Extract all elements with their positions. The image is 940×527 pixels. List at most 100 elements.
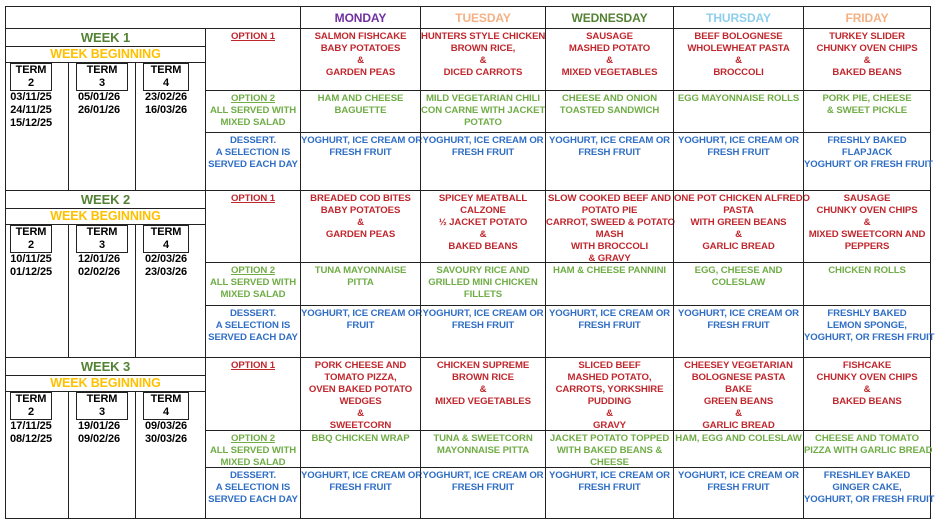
text-line: CON CARNE WITH JACKET bbox=[421, 105, 546, 116]
day-header-monday: MONDAY bbox=[300, 6, 421, 29]
text-line: 3 bbox=[98, 239, 106, 251]
text-line: HAM AND CHEESE bbox=[317, 93, 404, 104]
text-line: FRESHLY BAKED bbox=[827, 135, 907, 146]
text-line: ONE POT CHICKEN ALFREDO bbox=[674, 193, 810, 204]
text-line: TERM bbox=[86, 226, 118, 238]
text-line: 10/11/25 bbox=[10, 253, 52, 265]
text-line: 03/11/25 bbox=[10, 91, 52, 103]
text-line: GRILLED MINI CHICKEN bbox=[428, 277, 538, 288]
text-line: BABY POTATOES bbox=[320, 43, 401, 54]
text-line: YOGHURT, ICE CREAM OR bbox=[422, 308, 544, 319]
text-line: BAGUETTE bbox=[334, 105, 387, 116]
day-header-wednesday: WEDNESDAY bbox=[545, 6, 674, 29]
option2-dish: MILD VEGETARIAN CHILI CON CARNE WITH JACK… bbox=[420, 90, 546, 133]
text-line: DICED CARROTS bbox=[443, 67, 523, 78]
option2-dish: CHICKEN ROLLS bbox=[803, 262, 931, 306]
term-dates: 05/01/26 26/01/26 bbox=[69, 91, 129, 117]
dessert-dish: YOGHURT, ICE CREAM OR FRESH FRUIT bbox=[545, 132, 674, 191]
term-dates: 23/02/26 16/03/26 bbox=[136, 91, 196, 117]
option2-heading: OPTION 2 bbox=[231, 433, 275, 444]
text-line: FRESH FRUIT bbox=[578, 482, 641, 493]
text-line: EGG, CHEESE AND bbox=[694, 265, 783, 276]
text-line: GREEN BEANS bbox=[703, 396, 774, 407]
text-line: JACKET POTATO TOPPED bbox=[549, 433, 670, 444]
text-line: FRESH FRUIT bbox=[451, 482, 515, 493]
text-line: CHEESE AND TOMATO bbox=[814, 433, 920, 444]
text-line: MILD VEGETARIAN CHILI bbox=[426, 93, 540, 104]
text-line: TERM bbox=[15, 64, 47, 76]
text-line: MIXED SALAD bbox=[220, 117, 286, 128]
term-column: TERM 2 10/11/25 01/12/25 bbox=[5, 224, 69, 358]
dessert-dish: YOGHURT, ICE CREAM OR FRESH FRUIT bbox=[300, 467, 422, 519]
text-line: & bbox=[479, 229, 487, 240]
text-line: 4 bbox=[162, 406, 170, 418]
text-line: TERM bbox=[150, 64, 182, 76]
text-line: & bbox=[735, 55, 742, 66]
text-line: FRUIT bbox=[346, 320, 375, 331]
text-line: YOGHURT, ICE CREAM OR bbox=[548, 470, 671, 481]
text-line: 24/11/25 bbox=[10, 104, 52, 116]
text-line: YOGHURT, ICE CREAM OR bbox=[548, 308, 671, 319]
text-line: SERVED EACH DAY bbox=[208, 494, 298, 505]
text-line: PORK CHEESE AND bbox=[314, 360, 407, 371]
text-line: 4 bbox=[162, 239, 170, 251]
text-line: 05/01/26 bbox=[77, 91, 121, 103]
text-line: COLESLAW bbox=[711, 277, 766, 288]
text-line: GARDEN PEAS bbox=[325, 229, 396, 240]
text-line: FRESH FRUIT bbox=[707, 482, 770, 493]
text-line: YOGHURT, ICE CREAM OR bbox=[677, 308, 800, 319]
option2-dish: BBQ CHICKEN WRAP bbox=[300, 430, 421, 468]
text-line: & bbox=[863, 55, 871, 66]
text-line: FILLETS bbox=[463, 289, 503, 300]
text-line: YOGHURT, OR FRESH FRUIT bbox=[804, 332, 935, 343]
text-line: CARROTS, YORKSHIRE bbox=[555, 384, 664, 395]
option1-heading: OPTION 1 bbox=[231, 31, 275, 42]
term-box: TERM 4 bbox=[143, 392, 189, 420]
option1-heading: OPTION 1 bbox=[231, 360, 275, 371]
text-line: TERM bbox=[15, 393, 47, 405]
text-line: SERVED EACH DAY bbox=[208, 159, 298, 170]
text-line: YOGHURT, ICE CREAM OR bbox=[301, 308, 423, 319]
text-line: YOGHURT, OR FRESH FRUIT bbox=[804, 494, 935, 505]
text-line: & bbox=[479, 384, 487, 395]
text-line: YOGHURT, ICE CREAM OR bbox=[677, 470, 800, 481]
text-line: PORK PIE, CHEESE bbox=[822, 93, 912, 104]
text-line: WITH GREEN BEANS bbox=[690, 217, 787, 228]
dessert-dish: FRESHLY BAKED FLAPJACK YOGHURT OR FRESH FR… bbox=[803, 132, 933, 191]
term-box: TERM 3 bbox=[76, 225, 128, 253]
text-line: 02/02/26 bbox=[77, 266, 121, 278]
dessert-dish: YOGHURT, ICE CREAM OR FRESH FRUIT bbox=[673, 305, 804, 358]
text-line: CHUNKY OVEN CHIPS bbox=[816, 43, 918, 54]
text-line: 3 bbox=[98, 406, 106, 418]
text-line: MIXED SWEETCORN AND bbox=[808, 229, 926, 240]
text-line: 08/12/25 bbox=[9, 433, 53, 445]
option1-dish: SALMON FISHCAKE BABY POTATOES & GARDEN PEAS bbox=[300, 28, 421, 91]
text-line: & bbox=[357, 408, 364, 419]
text-line: A SELECTION IS bbox=[215, 147, 291, 158]
term-box: TERM 4 bbox=[143, 63, 189, 91]
text-line: MIXED SALAD bbox=[220, 457, 286, 468]
text-line: & bbox=[606, 55, 613, 66]
dessert-label: DESSERT. A SELECTION IS SERVED EACH DAY bbox=[205, 467, 301, 519]
text-line: FRESHLEY BAKED bbox=[823, 470, 911, 481]
term-box: TERM 2 bbox=[10, 63, 52, 91]
text-line: BABY POTATOES bbox=[320, 205, 401, 216]
term-dates: 19/01/26 09/02/26 bbox=[69, 420, 129, 446]
text-line: WITH BROCCOLI bbox=[570, 241, 649, 252]
text-line: 16/03/26 bbox=[144, 104, 188, 116]
text-line: MASHED POTATO, bbox=[567, 372, 652, 383]
text-line: POTATO PIE bbox=[581, 205, 638, 216]
option1-label: OPTION 1 bbox=[205, 357, 301, 431]
dessert-dish: YOGHURT, ICE CREAM OR FRESH FRUIT bbox=[300, 132, 422, 191]
week-title: WEEK 1 bbox=[5, 28, 206, 47]
dessert-dish: YOGHURT, ICE CREAM OR FRESH FRUIT bbox=[673, 132, 804, 191]
week-title: WEEK 2 bbox=[5, 190, 206, 209]
text-line: TOMATO PIZZA, bbox=[324, 372, 397, 383]
text-line: PASTA bbox=[723, 205, 754, 216]
text-line: TERM bbox=[15, 226, 47, 238]
text-line: A SELECTION IS bbox=[215, 320, 291, 331]
text-line: GARLIC BREAD bbox=[702, 420, 775, 431]
text-line: TERM bbox=[150, 226, 182, 238]
dessert-dish: YOGHURT, ICE CREAM OR FRESH FRUIT bbox=[420, 467, 546, 519]
text-line: & SWEET PICKLE bbox=[826, 105, 908, 116]
